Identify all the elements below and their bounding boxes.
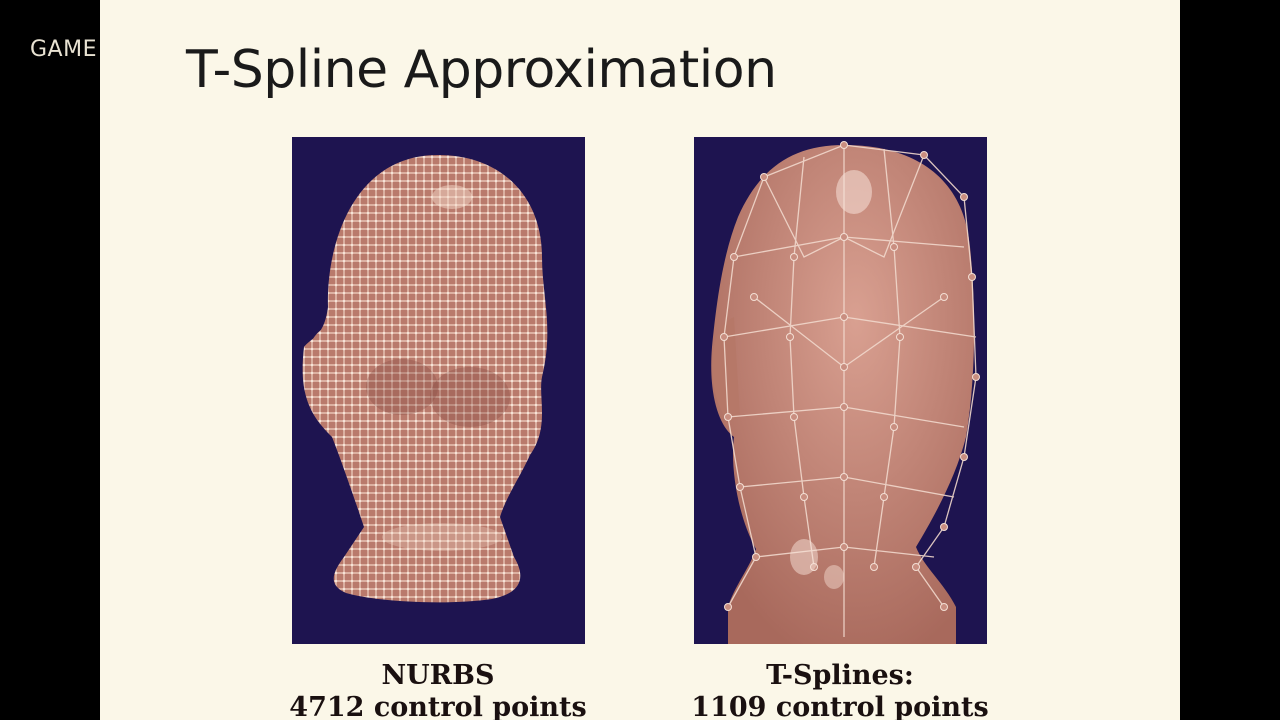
left-black-bar [0, 0, 100, 720]
tspline-caption-count: 1109 control points [691, 692, 989, 720]
tspline-caption: T-Splines: 1109 control points [670, 660, 1010, 720]
nurbs-caption-title: NURBS [381, 660, 495, 691]
tspline-caption-title: T-Splines: [766, 660, 914, 691]
nurbs-caption: NURBS 4712 control points [268, 660, 608, 720]
nurbs-caption-count: 4712 control points [289, 692, 587, 720]
right-black-bar [1180, 0, 1280, 720]
slide: T-Spline Approximation [100, 0, 1180, 720]
slide-title: T-Spline Approximation [186, 40, 777, 100]
tspline-figure [694, 137, 987, 644]
tspline-head-mesh-icon [711, 141, 980, 644]
nurbs-figure [292, 137, 585, 644]
overlay-label: GAME [30, 37, 97, 62]
nurbs-head-mesh-icon [302, 155, 548, 603]
